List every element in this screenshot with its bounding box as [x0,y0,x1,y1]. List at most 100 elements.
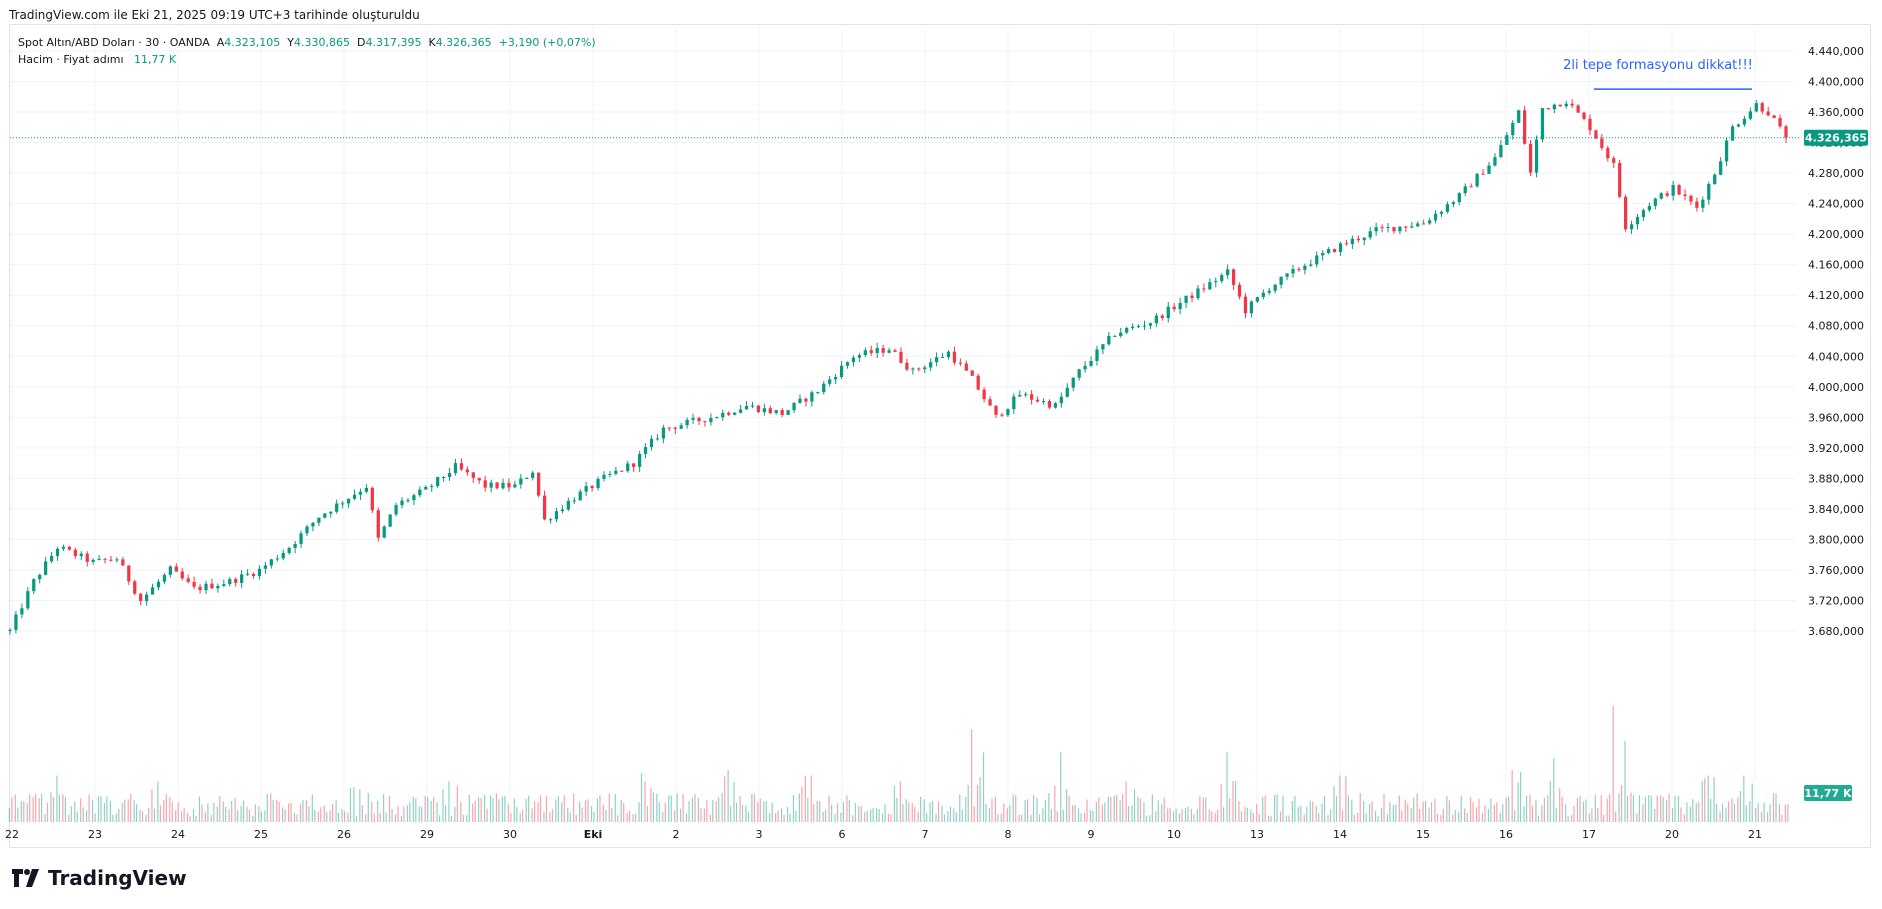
volume-bar [920,796,922,822]
candle-body [774,410,778,414]
volume-bar [1416,793,1418,822]
candle-body [8,629,12,631]
volume-bar [1339,775,1341,822]
volume-bar [472,803,474,822]
candle-body [1695,201,1699,208]
candle-body [150,587,155,595]
candle-body [1772,115,1776,119]
volume-tag-bg [1804,785,1852,801]
volume-bar [1686,802,1688,822]
candle-body [1285,273,1289,277]
volume-bar [29,794,31,822]
volume-bar [1095,801,1097,822]
candle-body [602,474,606,479]
volume-bar [379,812,381,822]
volume-bar [947,811,949,822]
volume-bar [1677,795,1680,822]
volume-bar [100,796,102,822]
volume-bar [959,794,961,822]
volume-bar [1294,796,1296,822]
candle-body [1024,394,1028,396]
volume-bar [1161,804,1163,822]
volume-bar [1015,795,1017,822]
volume-bar [1228,798,1231,822]
volume-bar [1184,807,1187,822]
price-axis-label: 3.920,000 [1808,442,1864,455]
volume-bar [254,804,257,822]
volume-bar [1173,811,1175,822]
volume-bar [973,806,975,822]
volume-bar [1781,814,1783,822]
candle-body [578,491,582,501]
volume-bar [682,794,684,822]
volume-bar [1009,804,1011,822]
volume-bar [1787,804,1789,822]
candle-body [1291,268,1295,274]
volume-bar [587,799,589,822]
candle-body [228,579,232,585]
legend-volume-label[interactable]: Hacim · Fiyat adımı [18,53,124,66]
chart-snapshot-note: TradingView.com ile Eki 21, 2025 09:19 U… [9,8,420,22]
volume-bar [783,814,785,822]
candle-body [1255,297,1259,302]
volume-bar [1737,797,1739,822]
candle-body [531,472,535,478]
legend-symbol[interactable]: Spot Altın/ABD Doları · 30 · OANDA [18,36,210,49]
candle-body [982,389,986,400]
candle-body [828,379,832,384]
candle-body [49,555,54,562]
volume-bar [712,800,714,822]
price-axis-label: 4.000,000 [1808,381,1864,394]
annotation-text[interactable]: 2li tepe formasyonu dikkat!!! [1563,58,1753,73]
volume-bar [567,807,569,822]
time-axis-label: 30 [503,828,517,841]
volume-bar [584,800,587,822]
volume-bar [1351,799,1353,822]
volume-bar [1632,795,1635,822]
volume-bar [985,804,987,822]
volume-bar [1484,805,1486,822]
volume-bar [1452,814,1454,822]
volume-bar [1440,815,1442,822]
candle-body [204,583,208,591]
volume-bar [1143,802,1145,822]
volume-bar [103,802,106,822]
volume-bar [361,805,363,822]
volume-bar [159,805,161,822]
candle-body [620,470,624,472]
candle-body [1481,173,1485,175]
candle-body [1659,193,1663,199]
candle-body [727,412,731,415]
volume-bar [1345,776,1347,822]
volume-bar [1279,811,1282,822]
volume-bar [1268,815,1270,822]
volume-bar [1377,815,1379,822]
volume-bar [914,806,916,822]
legend-symbol-row: Spot Altın/ABD Doları · 30 · OANDA A4.32… [18,34,596,51]
candle-body [1362,237,1366,241]
volume-bar [997,814,999,822]
volume-bar [525,798,527,822]
tradingview-logo[interactable]: TradingView [12,866,187,890]
candle-body [139,593,143,602]
volume-bar [860,806,862,822]
time-axis-label: 14 [1333,828,1347,841]
candle-body [1095,349,1099,361]
candle-body [1612,158,1616,163]
candle-body [572,500,576,502]
volume-bar [634,814,637,822]
volume-bar [207,803,209,822]
volume-bar [201,804,203,822]
candle-body [780,410,784,415]
volume-bar [1122,794,1124,822]
volume-bar [347,812,349,822]
volume-bar [557,795,559,822]
candle-body [1457,193,1461,203]
candle-body [1030,394,1034,400]
volume-bar [1193,814,1195,822]
candle-body [1190,295,1194,299]
candle-body [851,357,856,363]
volume-bar [82,807,84,822]
volume-bar [807,797,809,822]
